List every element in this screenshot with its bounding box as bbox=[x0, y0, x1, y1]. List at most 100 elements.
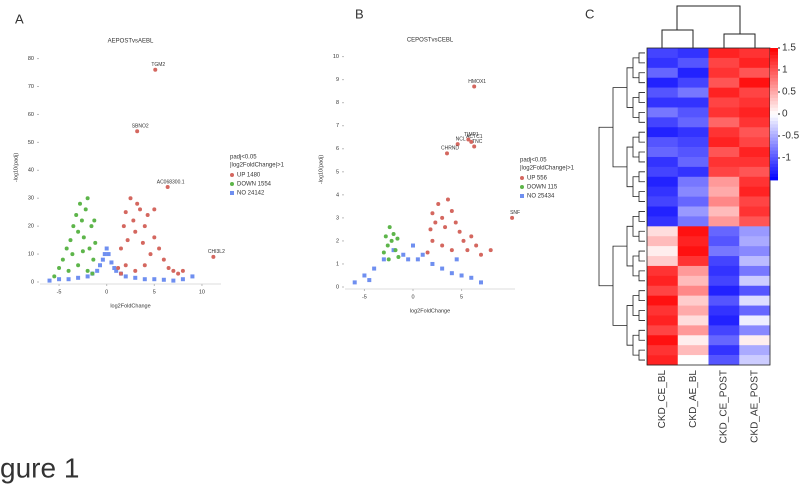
point bbox=[391, 232, 396, 237]
dendrogram-branch bbox=[638, 270, 645, 282]
colorbar-label: 1.5 bbox=[782, 43, 796, 54]
point bbox=[68, 238, 73, 243]
heatmap-cell bbox=[677, 305, 709, 316]
heatmap-cell bbox=[647, 325, 679, 336]
heatmap-cell bbox=[677, 107, 709, 118]
colorbar-segment bbox=[770, 176, 778, 181]
heatmap-cell bbox=[677, 67, 709, 79]
heatmap-cell bbox=[708, 48, 740, 59]
point bbox=[123, 263, 128, 268]
colorbar-segment bbox=[770, 147, 778, 151]
heatmap-cell bbox=[647, 226, 679, 237]
point bbox=[161, 277, 166, 282]
heatmap-cell bbox=[677, 345, 709, 356]
colorbar-segment bbox=[770, 170, 778, 174]
heatmap-cell bbox=[708, 246, 740, 257]
point bbox=[131, 218, 136, 223]
heatmap-cell bbox=[647, 117, 679, 128]
labeled-point bbox=[135, 129, 140, 134]
heatmap-cell bbox=[677, 77, 709, 88]
heatmap-cell bbox=[677, 265, 709, 277]
heatmap-cell bbox=[708, 156, 740, 168]
heatmap-cell bbox=[739, 137, 771, 148]
point-label: ACTC1 bbox=[466, 134, 483, 140]
heatmap-cell bbox=[677, 117, 709, 128]
y-tick-label: 60 bbox=[28, 112, 34, 118]
x-tick-label: -5 bbox=[57, 289, 62, 295]
heatmap-cell bbox=[677, 325, 709, 336]
point bbox=[415, 257, 420, 262]
legend-marker bbox=[230, 191, 234, 195]
point-label: NCL bbox=[456, 136, 466, 142]
dendrogram-branch bbox=[638, 111, 645, 123]
heatmap-cell bbox=[647, 265, 679, 277]
row-dendrogram bbox=[598, 52, 645, 361]
x-axis-label: log2FoldChange bbox=[110, 303, 150, 309]
heatmap-cell bbox=[677, 97, 709, 108]
heatmap-cell bbox=[708, 206, 740, 217]
y-tick-label: 0 bbox=[336, 284, 339, 290]
legend-title: padj<0.05 bbox=[520, 158, 547, 164]
labeled-point bbox=[445, 151, 449, 156]
dendrogram-branch bbox=[612, 87, 627, 168]
point bbox=[93, 240, 98, 245]
heatmap-cell bbox=[647, 67, 679, 79]
heatmap-cell bbox=[708, 137, 740, 148]
point bbox=[436, 202, 441, 207]
heatmap-cell bbox=[677, 206, 709, 217]
point bbox=[135, 201, 140, 206]
heatmap-cell bbox=[677, 166, 709, 178]
heatmap-cell bbox=[708, 67, 740, 79]
heatmap-cell bbox=[739, 97, 771, 108]
dendrogram-branch bbox=[638, 72, 645, 84]
point bbox=[479, 252, 483, 257]
point bbox=[123, 274, 128, 279]
dendrogram-branch bbox=[632, 97, 639, 118]
heatmap-cell bbox=[739, 117, 771, 128]
y-tick-label: 7 bbox=[336, 123, 339, 129]
heatmap-cell bbox=[647, 57, 679, 69]
dendrogram-branch bbox=[632, 176, 639, 197]
point bbox=[76, 275, 81, 280]
y-tick-label: 5 bbox=[336, 169, 339, 175]
point bbox=[386, 257, 391, 262]
point bbox=[428, 227, 433, 232]
point bbox=[161, 257, 166, 262]
colorbar-segment bbox=[770, 156, 778, 161]
dendrogram-branch bbox=[632, 136, 639, 158]
heatmap-cell bbox=[647, 315, 679, 326]
colorbar-segment bbox=[770, 150, 778, 154]
dendrogram-branch bbox=[632, 295, 639, 316]
y-tick-label: 9 bbox=[336, 77, 339, 83]
heatmap-cell bbox=[708, 265, 740, 277]
heatmap-cell bbox=[677, 216, 709, 227]
point bbox=[461, 238, 466, 243]
heatmap-cell bbox=[739, 166, 771, 178]
colorbar-label: -1 bbox=[782, 153, 791, 164]
heatmap-cell bbox=[739, 156, 771, 168]
heatmap-cell bbox=[708, 355, 740, 366]
labeled-point bbox=[510, 215, 515, 220]
colorbar-segment bbox=[770, 110, 778, 115]
heatmap-cell bbox=[647, 246, 679, 257]
point bbox=[406, 257, 411, 262]
dendrogram-branch bbox=[638, 329, 645, 341]
y-axis-label: -log10(padj) bbox=[318, 155, 324, 185]
point bbox=[79, 218, 84, 223]
heatmap-cell bbox=[708, 256, 740, 267]
heatmap-cell bbox=[739, 295, 771, 306]
colorbar-segment bbox=[770, 57, 778, 62]
colorbar-segment bbox=[770, 51, 778, 55]
point bbox=[166, 266, 171, 271]
point bbox=[118, 246, 123, 251]
heatmap-cell bbox=[708, 186, 740, 197]
y-tick-label: 1 bbox=[336, 261, 339, 267]
legend-marker bbox=[520, 185, 524, 189]
heatmap-cell bbox=[708, 127, 740, 138]
point bbox=[157, 246, 162, 251]
point bbox=[70, 252, 75, 257]
x-tick-label: -5 bbox=[362, 294, 367, 300]
point bbox=[85, 274, 90, 279]
point bbox=[138, 207, 143, 212]
